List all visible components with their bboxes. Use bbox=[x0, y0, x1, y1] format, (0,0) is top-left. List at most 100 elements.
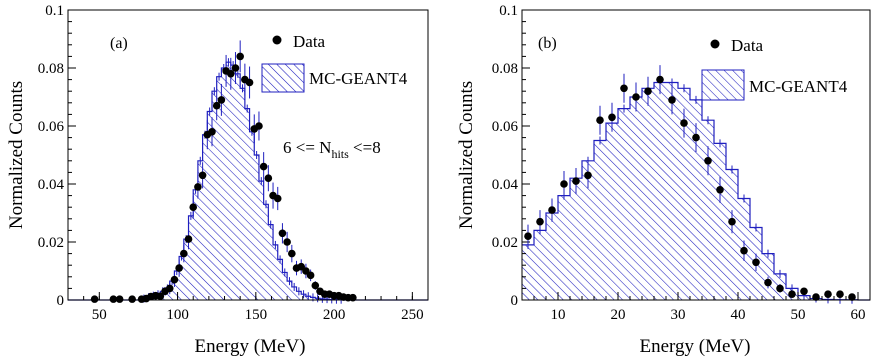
plot-frame bbox=[521, 9, 871, 301]
data-point bbox=[226, 70, 235, 78]
plot-layer: 10 20 30 40 50 60 0 0.02 0.04 0.06 0.08 0.1 bbox=[492, 3, 871, 323]
y-tick-label: 0.06 bbox=[492, 119, 519, 135]
legend-mc-label: MC-GEANT4 bbox=[309, 69, 408, 88]
data-point bbox=[764, 278, 772, 287]
panel-label: (a) bbox=[110, 35, 128, 52]
y-tick-label: 0.04 bbox=[492, 177, 519, 193]
data-point bbox=[536, 217, 544, 226]
data-point bbox=[283, 238, 291, 246]
data-point bbox=[208, 128, 216, 136]
data-point bbox=[180, 249, 188, 258]
data-point bbox=[800, 287, 808, 296]
x-tick-label: 50 bbox=[92, 307, 107, 323]
data-point bbox=[156, 292, 165, 301]
data-point bbox=[692, 133, 700, 142]
data-point bbox=[668, 96, 676, 104]
plot-frame bbox=[67, 9, 429, 301]
data-point bbox=[194, 183, 202, 191]
legend: Data MC-GEANT4 bbox=[701, 36, 848, 101]
y-tick-label: 0.08 bbox=[492, 61, 518, 77]
data-point bbox=[548, 206, 556, 214]
data-point bbox=[245, 78, 254, 87]
legend: Data MC-GEANT4 bbox=[261, 32, 408, 93]
data-point bbox=[776, 284, 784, 293]
plot-layer: 50 100 150 200 250 0 0.02 0.04 0.06 0.08 0.1 bbox=[38, 3, 429, 323]
x-axis-label: Energy (MeV) bbox=[195, 336, 306, 357]
data-point bbox=[596, 116, 604, 124]
x-tick-label: 250 bbox=[401, 307, 424, 323]
data-point bbox=[632, 93, 640, 101]
x-tick-label: 10 bbox=[551, 307, 566, 323]
data-point bbox=[255, 122, 263, 130]
data-point bbox=[824, 290, 832, 299]
data-point bbox=[608, 113, 616, 122]
x-tick-label: 150 bbox=[245, 307, 268, 323]
data-point bbox=[109, 295, 118, 303]
y-tick-label: 0.06 bbox=[38, 119, 65, 135]
x-tick-label: 20 bbox=[611, 307, 626, 323]
data-point bbox=[165, 284, 174, 293]
data-point bbox=[217, 96, 226, 104]
data-point bbox=[189, 203, 198, 211]
data-point bbox=[273, 194, 282, 203]
data-point bbox=[259, 162, 268, 171]
hits-annotation-suffix: <=8 bbox=[349, 138, 381, 157]
data-point bbox=[560, 180, 568, 188]
data-point bbox=[788, 290, 796, 299]
data-point bbox=[572, 177, 580, 185]
data-point bbox=[644, 87, 652, 95]
y-tick-label: 0.1 bbox=[499, 3, 518, 19]
x-tick-label: 60 bbox=[851, 307, 866, 323]
panel-label: (b) bbox=[538, 35, 557, 52]
x-tick-label: 100 bbox=[166, 307, 189, 323]
y-tick-label: 0.04 bbox=[38, 177, 65, 193]
data-point bbox=[524, 232, 532, 240]
data-point bbox=[306, 271, 315, 280]
data-point bbox=[740, 246, 748, 255]
data-point bbox=[90, 295, 99, 303]
data-point bbox=[236, 52, 244, 61]
legend-data-label: Data bbox=[731, 36, 764, 55]
data-point bbox=[836, 290, 844, 299]
legend-data-marker bbox=[272, 35, 282, 45]
data-point bbox=[288, 249, 296, 258]
y-tick-label: 0.02 bbox=[492, 235, 518, 251]
y-tick-label: 0.1 bbox=[45, 3, 64, 19]
data-point bbox=[184, 235, 193, 243]
x-tick-label: 30 bbox=[671, 307, 686, 323]
legend-data-marker bbox=[710, 39, 720, 49]
y-axis-label: Normalized Counts bbox=[6, 81, 27, 229]
data-point bbox=[848, 293, 856, 301]
x-axis-label: Energy (MeV) bbox=[640, 336, 751, 357]
data-point bbox=[175, 264, 183, 272]
data-point bbox=[716, 186, 724, 194]
mc-histogram-fill bbox=[522, 82, 870, 300]
data-point bbox=[170, 275, 179, 284]
y-tick-label: 0 bbox=[511, 293, 519, 309]
x-tick-label: 200 bbox=[323, 307, 346, 323]
hits-annotation: 6 <= Nhits <=8 bbox=[283, 138, 381, 161]
legend-mc-swatch bbox=[261, 63, 305, 93]
mc-histogram-fill bbox=[68, 62, 428, 301]
data-point bbox=[128, 295, 136, 303]
data-point bbox=[728, 217, 736, 226]
data-point bbox=[264, 174, 273, 182]
legend-mc-label: MC-GEANT4 bbox=[749, 77, 848, 96]
y-tick-label: 0 bbox=[57, 293, 65, 309]
chart-panel-a: 50 100 150 200 250 0 0.02 0.04 0.06 0.08 0.1 (a) E… bbox=[6, 3, 429, 357]
y-tick-label: 0.08 bbox=[38, 61, 64, 77]
data-point bbox=[620, 84, 628, 93]
data-point bbox=[212, 101, 221, 110]
chart-panel-b: 10 20 30 40 50 60 0 0.02 0.04 0.06 0.08 0.1 (b) Ene… bbox=[456, 3, 871, 357]
x-tick-label: 50 bbox=[791, 307, 806, 323]
data-point bbox=[198, 171, 207, 180]
data-point bbox=[278, 229, 287, 238]
data-point bbox=[812, 293, 820, 301]
hits-annotation-subscript: hits bbox=[331, 147, 349, 161]
data-point bbox=[656, 75, 664, 84]
data-point bbox=[752, 258, 760, 267]
hits-annotation-prefix: 6 <= N bbox=[283, 138, 331, 157]
data-point bbox=[115, 295, 124, 303]
data-point bbox=[584, 171, 592, 180]
